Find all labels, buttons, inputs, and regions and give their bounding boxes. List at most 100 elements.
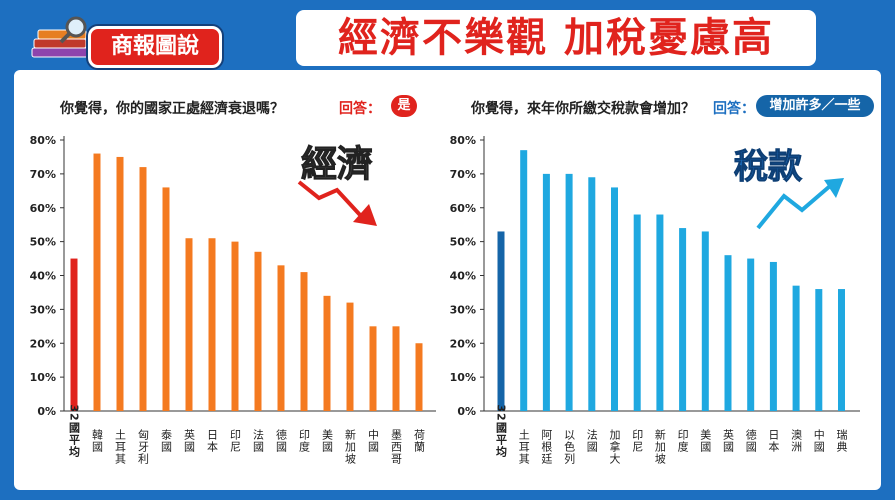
down-trend-arrow-icon bbox=[297, 180, 363, 218]
bar bbox=[277, 265, 285, 411]
bar bbox=[70, 258, 78, 411]
bar bbox=[208, 238, 216, 411]
x-category-label: 日本 bbox=[767, 429, 780, 453]
bar bbox=[346, 302, 354, 411]
x-category-label: 新加坡 bbox=[653, 428, 666, 465]
left-question: 你覺得，你的國家正處經濟衰退嗎？ bbox=[60, 101, 284, 117]
x-category-label: 澳洲 bbox=[790, 429, 803, 453]
x-category-label: 英國 bbox=[722, 428, 735, 453]
right-question: 你覺得，來年你所繳交稅款會增加？ bbox=[471, 101, 695, 117]
bar bbox=[588, 177, 596, 411]
x-category-label: 加拿大 bbox=[608, 429, 621, 465]
x-category-label: 32國平均 bbox=[68, 404, 81, 457]
y-tick-label: 40% bbox=[450, 270, 476, 283]
left-decoration: 經濟 bbox=[297, 144, 377, 226]
section-label: 商報圖說 bbox=[88, 26, 222, 68]
x-category-label: 以色列 bbox=[563, 429, 576, 465]
x-category-label: 法國 bbox=[585, 428, 598, 453]
x-category-label: 中國 bbox=[812, 429, 825, 453]
y-tick-label: 60% bbox=[30, 202, 56, 215]
x-category-label: 韓國 bbox=[91, 429, 104, 453]
y-tick-label: 20% bbox=[30, 337, 56, 350]
x-category-label: 印度 bbox=[676, 429, 689, 453]
bar bbox=[815, 289, 823, 411]
left-answer-label: 回答： bbox=[339, 101, 381, 117]
bar bbox=[542, 173, 550, 411]
x-category-label: 荷蘭 bbox=[413, 429, 426, 453]
right-decoration: 稅款 bbox=[734, 147, 844, 230]
bar bbox=[323, 295, 331, 411]
bar bbox=[520, 150, 528, 411]
bar bbox=[93, 153, 101, 412]
bar bbox=[116, 156, 124, 411]
x-category-label: 日本 bbox=[206, 429, 219, 453]
bar bbox=[369, 326, 377, 411]
right-deco-word: 稅款 bbox=[734, 147, 802, 187]
page-headline: 經濟不樂觀 加稅憂慮高 bbox=[296, 10, 816, 66]
x-category-label: 德國 bbox=[275, 428, 288, 453]
bar bbox=[769, 261, 777, 411]
y-tick-label: 10% bbox=[450, 371, 476, 384]
bar bbox=[838, 289, 845, 411]
bar bbox=[679, 228, 687, 411]
bar bbox=[139, 167, 147, 411]
x-category-label: 土耳其 bbox=[517, 429, 530, 465]
x-category-label: 美國 bbox=[699, 429, 712, 453]
right-answer-label: 回答： bbox=[713, 101, 755, 117]
bar bbox=[724, 255, 732, 411]
bar bbox=[747, 258, 755, 411]
magnifier-icon bbox=[65, 16, 87, 38]
bar bbox=[392, 326, 400, 411]
bar bbox=[300, 272, 308, 411]
x-category-label: 墨西哥 bbox=[390, 429, 403, 465]
x-category-label: 32國平均 bbox=[495, 404, 508, 457]
x-category-label: 美國 bbox=[321, 429, 334, 453]
y-tick-label: 20% bbox=[450, 337, 476, 350]
bar bbox=[497, 231, 505, 411]
x-category-label: 土耳其 bbox=[114, 429, 127, 465]
left-answer-badge: 是 bbox=[391, 95, 417, 117]
bar bbox=[565, 173, 573, 411]
y-tick-label: 60% bbox=[450, 202, 476, 215]
y-tick-label: 0% bbox=[457, 405, 476, 418]
y-tick-label: 70% bbox=[450, 168, 476, 181]
x-category-label: 中國 bbox=[367, 429, 380, 453]
up-trend-arrow-icon bbox=[756, 184, 832, 230]
x-category-label: 新加坡 bbox=[344, 428, 357, 465]
x-category-label: 德國 bbox=[744, 428, 757, 453]
right-answer-badge: 增加許多／一些 bbox=[756, 95, 874, 117]
bar bbox=[415, 343, 423, 411]
header: 商報圖說 經濟不樂觀 加稅憂慮高 bbox=[0, 0, 895, 72]
x-category-label: 英國 bbox=[183, 428, 196, 453]
bar bbox=[701, 231, 709, 411]
x-category-label: 印尼 bbox=[229, 429, 242, 453]
bar bbox=[254, 251, 262, 411]
y-tick-label: 70% bbox=[30, 168, 56, 181]
y-tick-label: 50% bbox=[450, 236, 476, 249]
bar bbox=[656, 214, 664, 411]
x-category-label: 瑞典 bbox=[835, 428, 848, 453]
x-category-label: 阿根廷 bbox=[540, 429, 553, 465]
y-tick-label: 30% bbox=[30, 303, 56, 316]
bar bbox=[611, 187, 618, 411]
y-tick-label: 50% bbox=[30, 236, 56, 249]
bar bbox=[162, 187, 170, 411]
y-tick-label: 80% bbox=[450, 134, 476, 147]
bar bbox=[231, 241, 239, 411]
x-category-label: 印度 bbox=[298, 429, 311, 453]
x-category-label: 泰國 bbox=[160, 428, 173, 453]
y-tick-label: 0% bbox=[37, 405, 56, 418]
content-panel bbox=[14, 70, 881, 490]
x-category-label: 印尼 bbox=[631, 429, 644, 453]
bar bbox=[185, 238, 193, 411]
bar bbox=[633, 214, 641, 411]
y-tick-label: 30% bbox=[450, 303, 476, 316]
left-deco-word: 經濟 bbox=[301, 144, 373, 185]
y-tick-label: 40% bbox=[30, 270, 56, 283]
y-tick-label: 10% bbox=[30, 371, 56, 384]
x-category-label: 匈牙利 bbox=[137, 428, 150, 465]
x-category-label: 法國 bbox=[252, 428, 265, 453]
bar bbox=[792, 285, 800, 411]
